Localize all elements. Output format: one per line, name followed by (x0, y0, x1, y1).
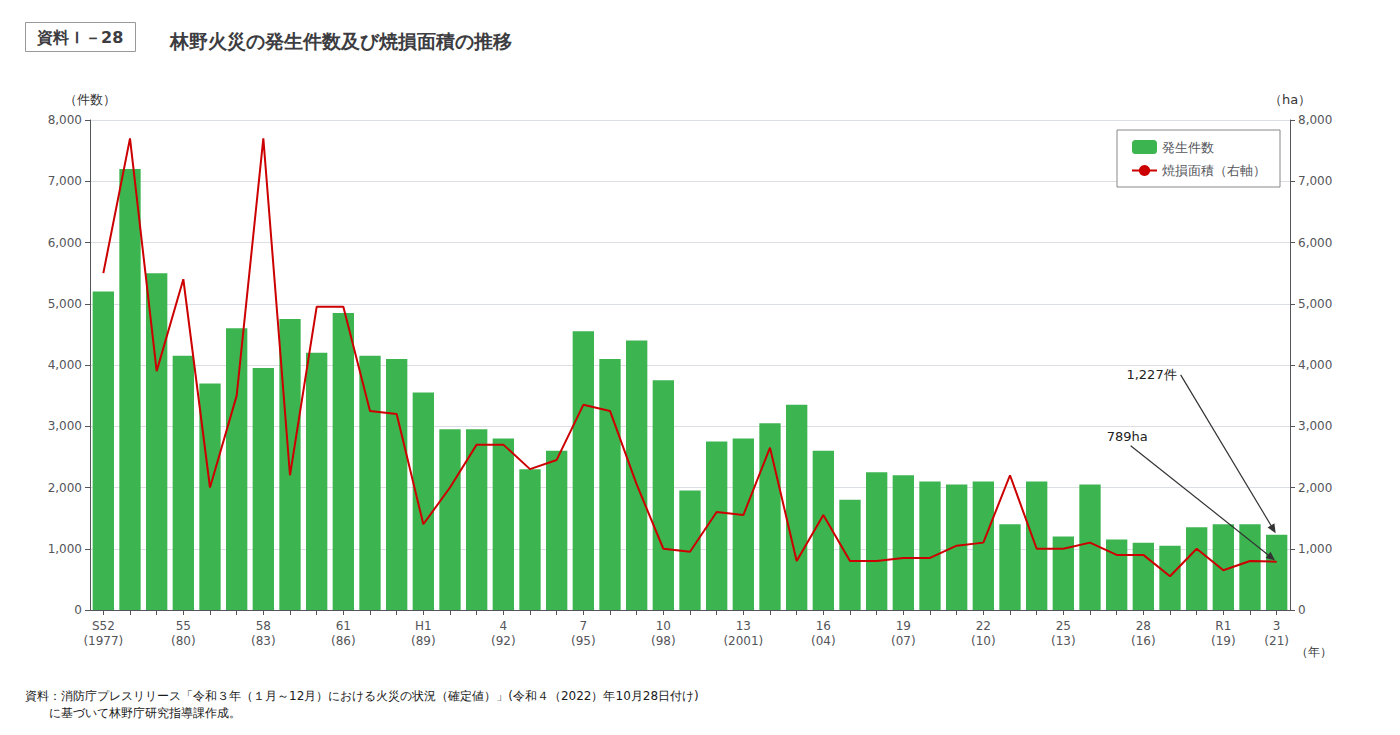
svg-text:4,000: 4,000 (48, 358, 82, 372)
svg-text:3: 3 (1273, 619, 1281, 633)
svg-text:16: 16 (816, 619, 831, 633)
svg-text:4: 4 (500, 619, 508, 633)
svg-text:0: 0 (74, 603, 82, 617)
svg-text:(19): (19) (1211, 634, 1236, 648)
svg-text:(21): (21) (1264, 634, 1289, 648)
svg-text:(92): (92) (491, 634, 516, 648)
svg-text:(95): (95) (571, 634, 596, 648)
svg-text:R1: R1 (1215, 619, 1231, 633)
svg-text:(89): (89) (411, 634, 436, 648)
svg-text:1,000: 1,000 (1298, 542, 1332, 556)
svg-text:7,000: 7,000 (48, 174, 82, 188)
svg-text:5,000: 5,000 (1298, 297, 1332, 311)
svg-text:資料Ｉ－28: 資料Ｉ－28 (36, 28, 123, 47)
svg-text:(83): (83) (251, 634, 276, 648)
svg-text:（ha）: （ha） (1269, 92, 1311, 107)
svg-text:(1977): (1977) (83, 634, 123, 648)
svg-text:58: 58 (256, 619, 271, 633)
svg-text:(80): (80) (171, 634, 196, 648)
svg-text:0: 0 (1298, 603, 1306, 617)
svg-text:（年）: （年） (1296, 645, 1332, 659)
svg-text:55: 55 (176, 619, 191, 633)
svg-text:25: 25 (1056, 619, 1071, 633)
svg-text:6,000: 6,000 (48, 236, 82, 250)
svg-text:1,227件: 1,227件 (1126, 367, 1176, 382)
svg-text:焼損面積（右軸）: 焼損面積（右軸） (1162, 163, 1266, 178)
svg-text:発生件数: 発生件数 (1162, 140, 1214, 155)
svg-text:2,000: 2,000 (48, 481, 82, 495)
svg-text:3,000: 3,000 (48, 419, 82, 433)
svg-text:S52: S52 (92, 619, 115, 633)
svg-text:(10): (10) (971, 634, 996, 648)
svg-text:13: 13 (736, 619, 751, 633)
svg-text:61: 61 (336, 619, 351, 633)
svg-text:（件数）: （件数） (64, 92, 116, 107)
svg-text:7,000: 7,000 (1298, 174, 1332, 188)
svg-text:4,000: 4,000 (1298, 358, 1332, 372)
svg-text:789ha: 789ha (1107, 429, 1148, 444)
svg-text:8,000: 8,000 (48, 113, 82, 127)
svg-text:H1: H1 (415, 619, 432, 633)
svg-text:6,000: 6,000 (1298, 236, 1332, 250)
svg-text:林野火災の発生件数及び焼損面積の推移: 林野火災の発生件数及び焼損面積の推移 (169, 30, 512, 52)
svg-text:2,000: 2,000 (1298, 481, 1332, 495)
svg-text:22: 22 (976, 619, 991, 633)
svg-text:8,000: 8,000 (1298, 113, 1332, 127)
svg-text:(98): (98) (651, 634, 676, 648)
svg-text:28: 28 (1136, 619, 1151, 633)
svg-text:(86): (86) (331, 634, 356, 648)
svg-text:1,000: 1,000 (48, 542, 82, 556)
svg-text:(04): (04) (811, 634, 836, 648)
svg-text:(07): (07) (891, 634, 916, 648)
svg-text:に基づいて林野庁研究指導課作成。: に基づいて林野庁研究指導課作成。 (25, 706, 241, 720)
svg-text:3,000: 3,000 (1298, 419, 1332, 433)
svg-text:(13): (13) (1051, 634, 1076, 648)
svg-text:19: 19 (896, 619, 911, 633)
svg-text:資料：消防庁プレスリリース「令和３年（１月～12月）における: 資料：消防庁プレスリリース「令和３年（１月～12月）における火災の状況（確定値）… (25, 689, 699, 703)
svg-text:10: 10 (656, 619, 671, 633)
svg-text:(2001): (2001) (723, 634, 763, 648)
svg-text:(16): (16) (1131, 634, 1156, 648)
svg-text:5,000: 5,000 (48, 297, 82, 311)
svg-text:7: 7 (580, 619, 588, 633)
